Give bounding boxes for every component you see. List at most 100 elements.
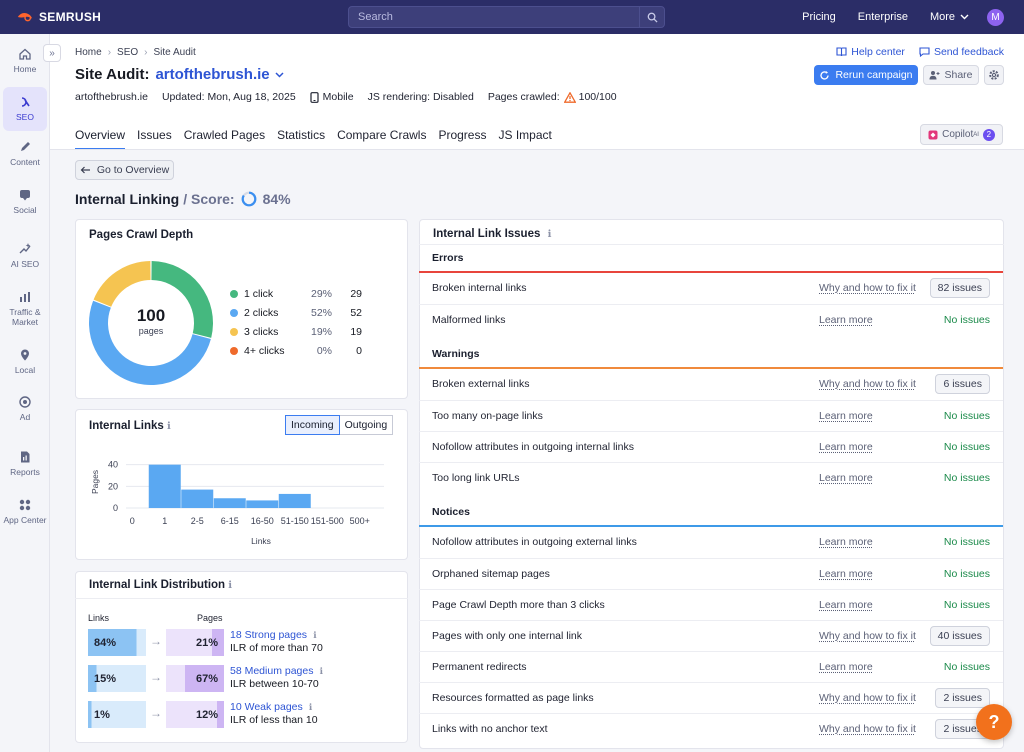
sidebar-item-app-center[interactable]: App Center <box>3 498 47 544</box>
how-to-fix-link[interactable]: Why and how to fix it <box>819 630 916 642</box>
issue-group-divider <box>419 271 1003 273</box>
info-icon[interactable]: ℹ <box>228 580 233 591</box>
tab-progress[interactable]: Progress <box>438 128 487 142</box>
sidebar-item-ad[interactable]: Ad <box>3 395 47 431</box>
toggle-outgoing[interactable]: Outgoing <box>339 415 394 435</box>
issue-row[interactable]: Too long link URLs Learn more No issues <box>419 462 1003 493</box>
how-to-fix-link[interactable]: Why and how to fix it <box>819 282 916 294</box>
issues-count-button[interactable]: 40 issues <box>929 626 990 646</box>
info-icon[interactable]: ℹ <box>313 630 317 640</box>
donut-slice[interactable] <box>93 261 151 307</box>
sidebar-item-home[interactable]: Home <box>3 44 47 80</box>
how-to-fix-link[interactable]: Why and how to fix it <box>819 378 916 390</box>
issue-row[interactable]: Nofollow attributes in outgoing external… <box>419 527 1003 558</box>
tab-statistics[interactable]: Statistics <box>277 128 326 142</box>
learn-more-link[interactable]: Learn more <box>819 410 873 422</box>
tab-issues[interactable]: Issues <box>137 128 172 142</box>
info-icon[interactable]: ℹ <box>547 229 552 240</box>
learn-more-link[interactable]: Learn more <box>819 568 873 580</box>
how-to-fix-link[interactable]: Why and how to fix it <box>819 692 916 704</box>
tab-js-impact[interactable]: JS Impact <box>498 128 552 142</box>
nav-pricing[interactable]: Pricing <box>802 11 836 23</box>
sidebar-item-local[interactable]: Local <box>3 348 47 384</box>
distribution-pages-link[interactable]: 58 Medium pages <box>230 665 314 677</box>
sidebar-item-social[interactable]: Social <box>3 188 47 224</box>
issue-row[interactable]: Pages with only one internal link Why and… <box>419 620 1003 651</box>
issues-count-button[interactable]: 6 issues <box>935 374 990 394</box>
tab-overview[interactable]: Overview <box>75 128 126 150</box>
issue-row[interactable]: Malformed links Learn more No issues <box>419 304 1003 335</box>
help-center-link[interactable]: Help center <box>836 46 905 58</box>
issue-row[interactable]: Permanent redirects Learn more No issues <box>419 651 1003 682</box>
learn-more-link[interactable]: Learn more <box>819 314 873 326</box>
distribution-pages-link[interactable]: 10 Weak pages <box>230 701 303 713</box>
sidebar-label-social: Social <box>13 205 37 215</box>
rerun-campaign-button[interactable]: Rerun campaign <box>814 65 918 85</box>
issue-row[interactable]: Broken external links Why and how to fix … <box>419 369 1003 400</box>
score-value: 84% <box>262 191 291 207</box>
distribution-title-text: Internal Link Distribution <box>89 579 226 591</box>
legend-row-1-click[interactable]: 1 click 29% 29 <box>230 288 362 300</box>
search-button[interactable] <box>639 7 664 27</box>
info-icon[interactable]: ℹ <box>308 702 313 712</box>
learn-more-link[interactable]: Learn more <box>819 661 873 673</box>
semrush-logo[interactable]: SEMRUSH <box>16 10 101 24</box>
bar-16-50[interactable] <box>246 500 279 508</box>
info-icon[interactable]: ℹ <box>319 666 323 676</box>
nav-more[interactable]: More <box>930 11 969 23</box>
sidebar-item-traffic-market[interactable]: Traffic & Market <box>3 290 47 336</box>
donut-slice[interactable] <box>88 300 211 386</box>
learn-more-link[interactable]: Learn more <box>819 536 873 548</box>
no-issues-status: No issues <box>943 472 990 484</box>
issues-count-button[interactable]: 82 issues <box>929 278 990 298</box>
ad-target-icon <box>19 396 31 408</box>
project-domain-selector[interactable]: artofthebrush.ie <box>155 66 270 83</box>
issue-row[interactable]: Nofollow attributes in outgoing internal… <box>419 431 1003 462</box>
toggle-incoming[interactable]: Incoming <box>285 415 340 435</box>
legend-dot <box>230 290 238 298</box>
sidebar-item-content[interactable]: Content <box>3 140 47 176</box>
issue-name: Malformed links <box>432 314 506 326</box>
donut-slice[interactable] <box>151 261 213 338</box>
bar-51-150[interactable] <box>278 493 311 508</box>
learn-more-link[interactable]: Learn more <box>819 441 873 453</box>
user-avatar[interactable]: M <box>987 8 1004 26</box>
breadcrumb-seo[interactable]: SEO <box>117 47 139 58</box>
chevron-down-icon[interactable] <box>275 71 284 78</box>
sidebar-item-reports[interactable]: Reports <box>3 450 47 486</box>
how-to-fix-link[interactable]: Why and how to fix it <box>819 723 916 735</box>
sidebar-collapse-button[interactable]: » <box>43 44 61 62</box>
issue-row[interactable]: Too many on-page links Learn more No issue… <box>419 400 1003 431</box>
issue-row[interactable]: Page Crawl Depth more than 3 clicks Learn… <box>419 589 1003 620</box>
breadcrumb-home[interactable]: Home <box>75 47 102 58</box>
issues-count-button[interactable]: 2 issues <box>935 688 990 708</box>
issue-row[interactable]: Links with no anchor text Why and how to … <box>419 713 1003 744</box>
settings-button[interactable] <box>984 65 1004 85</box>
info-icon[interactable]: ℹ <box>166 421 171 432</box>
help-chat-button[interactable]: ? <box>976 704 1012 740</box>
tab-compare-crawls[interactable]: Compare Crawls <box>337 128 427 142</box>
search-input[interactable] <box>349 11 639 23</box>
legend-row-2-clicks[interactable]: 2 clicks 52% 52 <box>230 307 362 319</box>
legend-row-4-plus-clicks[interactable]: 4+ clicks 0% 0 <box>230 345 362 357</box>
learn-more-link[interactable]: Learn more <box>819 472 873 484</box>
issue-row[interactable]: Orphaned sitemap pages Learn more No issue… <box>419 558 1003 589</box>
learn-more-link[interactable]: Learn more <box>819 599 873 611</box>
send-feedback-link[interactable]: Send feedback <box>919 46 1004 58</box>
local-pin-icon <box>21 349 29 361</box>
bar-1[interactable] <box>148 464 181 508</box>
x-tick-label: 0 <box>130 516 135 526</box>
legend-row-3-clicks[interactable]: 3 clicks 19% 19 <box>230 326 362 338</box>
copilot-button[interactable]: Copilot AI 2 <box>920 124 1003 145</box>
share-button[interactable]: Share <box>923 65 979 85</box>
nav-enterprise[interactable]: Enterprise <box>857 11 908 23</box>
bar-2-5[interactable] <box>181 489 214 508</box>
issue-row[interactable]: Resources formatted as page links Why and… <box>419 682 1003 713</box>
bar-6-15[interactable] <box>213 498 246 508</box>
issue-row[interactable]: Broken internal links Why and how to fix … <box>419 273 1003 304</box>
tab-crawled-pages[interactable]: Crawled Pages <box>183 128 266 142</box>
distribution-pages-link[interactable]: 18 Strong pages <box>230 629 308 641</box>
sidebar-item-seo[interactable]: SEO <box>3 87 47 131</box>
sidebar-item-ai-seo[interactable]: AI SEO <box>3 242 47 278</box>
go-to-overview-button[interactable]: Go to Overview <box>75 160 174 180</box>
